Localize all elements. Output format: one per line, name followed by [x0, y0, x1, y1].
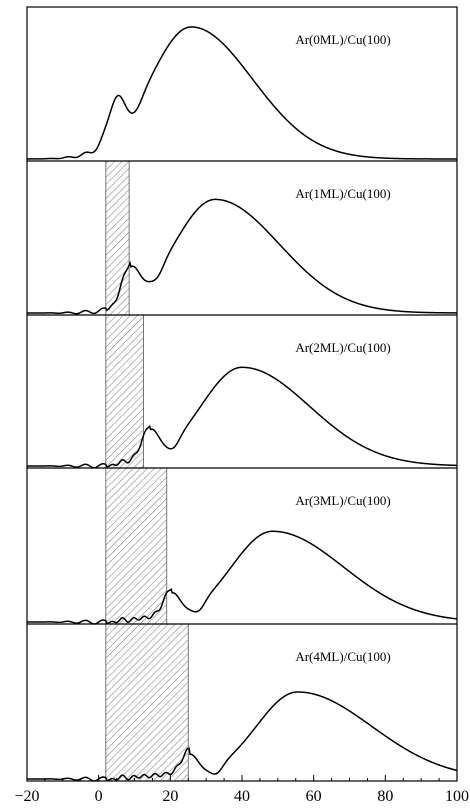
panel-0: Ar(0ML)/Cu(100) — [26, 26, 457, 160]
panel-label-2: Ar(2ML)/Cu(100) — [295, 340, 390, 355]
panel-4: Ar(4ML)/Cu(100) — [27, 623, 458, 782]
x-tick-label: 20 — [162, 788, 178, 805]
x-tick-label: 60 — [306, 788, 322, 805]
panels: Ar(0ML)/Cu(100) Ar(1ML)/Cu(100) Ar(2ML)/Cu… — [26, 26, 458, 782]
panel-1: Ar(1ML)/Cu(100) — [26, 160, 458, 316]
series-line-1 — [26, 198, 458, 315]
shaded-region-4 — [105, 623, 189, 782]
x-axis: −20 0 20 40 60 80 100 — [14, 775, 469, 805]
plot-border — [26, 6, 458, 782]
panel-label-0: Ar(0ML)/Cu(100) — [295, 32, 390, 47]
panel-3: Ar(3ML)/Cu(100) — [27, 467, 458, 625]
shaded-region-2 — [105, 314, 144, 469]
shaded-region-1 — [105, 160, 130, 316]
series-line-4 — [27, 691, 458, 782]
panel-label-1: Ar(1ML)/Cu(100) — [295, 186, 390, 201]
series-line-3 — [27, 530, 458, 625]
panel-2: Ar(2ML)/Cu(100) — [27, 314, 458, 469]
panel-label-3: Ar(3ML)/Cu(100) — [295, 493, 390, 508]
x-tick-label: 80 — [377, 788, 393, 805]
series-line-2 — [27, 366, 458, 469]
x-tick-label: −20 — [14, 788, 39, 805]
panel-label-4: Ar(4ML)/Cu(100) — [295, 649, 390, 664]
x-tick-label: 0 — [95, 788, 103, 805]
shaded-region-3 — [105, 467, 168, 625]
plot-frame — [26, 6, 458, 782]
x-tick-label: 40 — [234, 788, 250, 805]
x-tick-label: 100 — [445, 788, 469, 805]
series-line-0 — [26, 26, 457, 160]
